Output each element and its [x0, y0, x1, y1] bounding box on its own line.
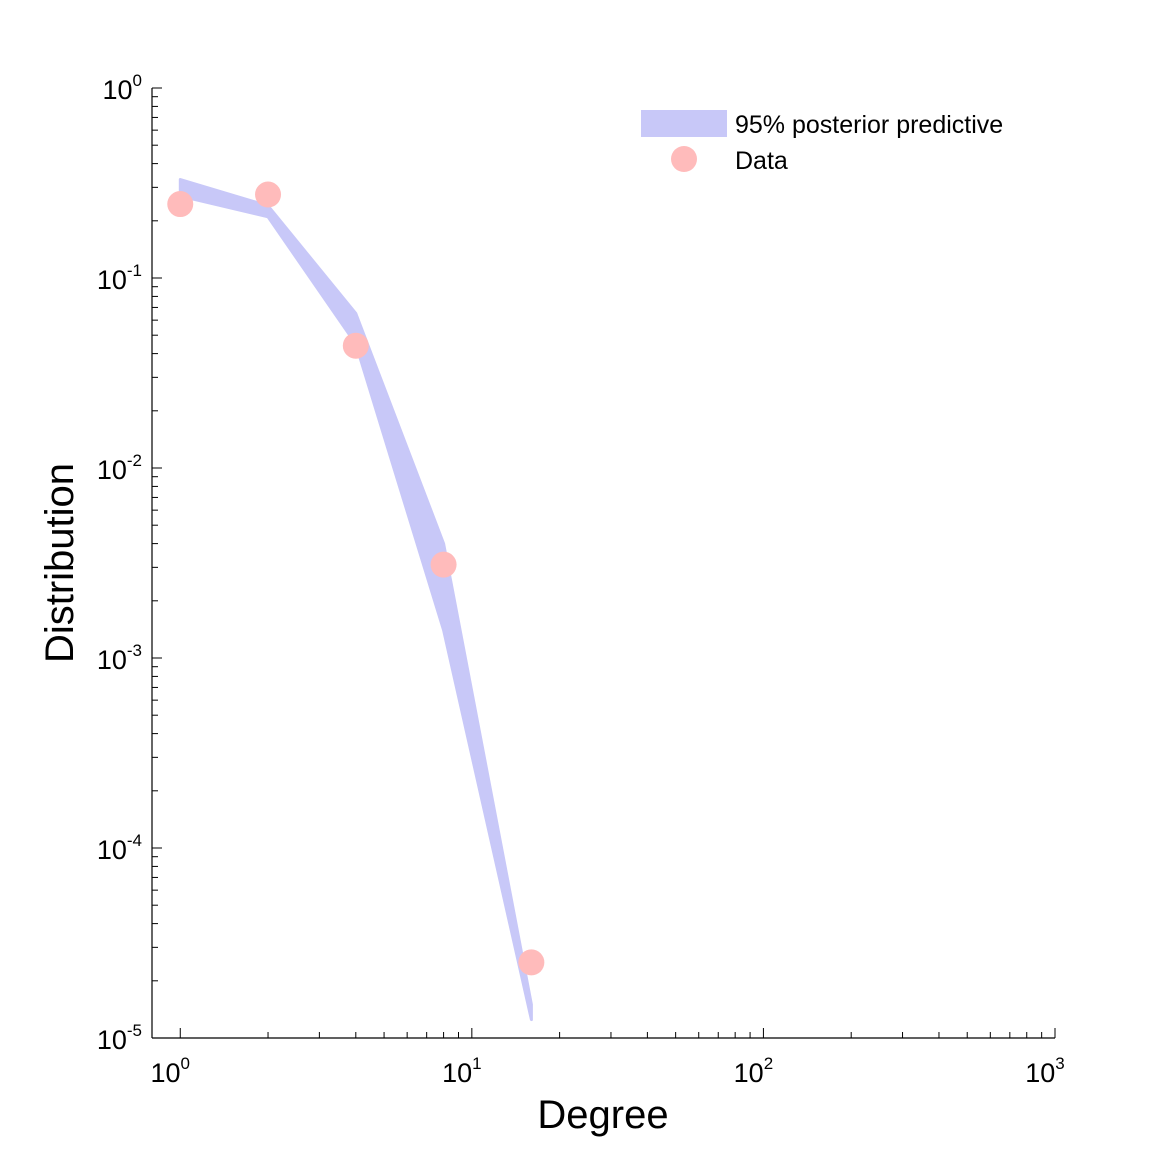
- x-tick-label: 102: [734, 1054, 774, 1088]
- legend-data-label: Data: [735, 147, 788, 175]
- x-tick-label: 103: [1025, 1054, 1065, 1088]
- y-tick-label: 10-1: [97, 261, 142, 295]
- x-tick-label: 100: [150, 1054, 190, 1088]
- x-tick-label: 101: [442, 1054, 482, 1088]
- axes: [151, 88, 1055, 1039]
- legend-data-marker: [671, 146, 697, 172]
- y-tick-label: 100: [102, 71, 142, 105]
- posterior-band-layer: [178, 178, 533, 1022]
- y-tick-label: 10-3: [97, 641, 142, 675]
- data-point: [430, 551, 457, 578]
- data-points-layer: [167, 181, 545, 976]
- posterior-band: [178, 178, 533, 1022]
- data-point: [518, 949, 545, 976]
- legend: 95% posterior predictive Data: [641, 110, 1003, 175]
- y-tick-label: 10-4: [97, 831, 142, 865]
- data-point: [255, 181, 282, 208]
- data-point: [167, 191, 194, 218]
- data-point: [342, 332, 369, 359]
- x-axis-title: Degree: [537, 1093, 668, 1137]
- legend-band-label: 95% posterior predictive: [735, 111, 1003, 139]
- tick-marks: [152, 87, 1056, 1039]
- y-tick-label: 10-2: [97, 451, 142, 485]
- y-tick-label: 10-5: [97, 1021, 142, 1055]
- legend-band-swatch: [641, 110, 727, 137]
- y-axis-title: Distribution: [38, 463, 82, 663]
- tick-labels: 100 101 102 103 100 10-1 10-2 10-3 10-4 10-5: [97, 71, 1065, 1088]
